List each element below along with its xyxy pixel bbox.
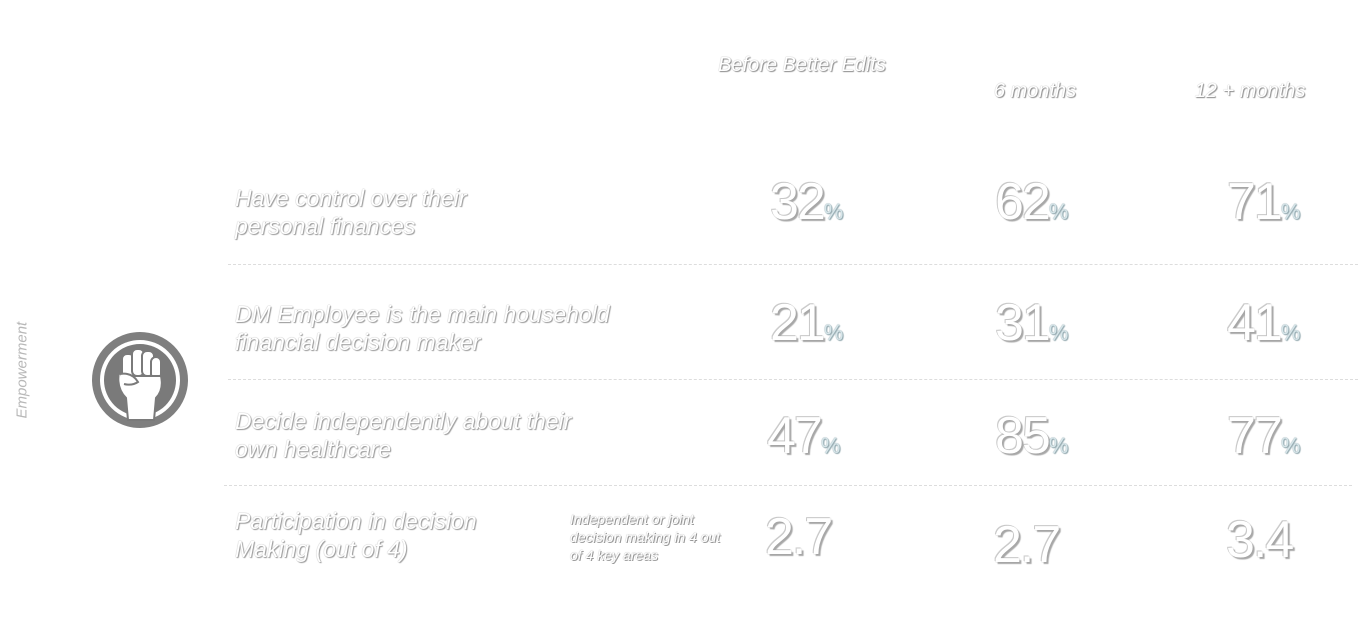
value-number: 77 bbox=[1227, 407, 1283, 465]
value-unit: % bbox=[823, 320, 844, 345]
row-label-decision-maker: DM Employee is the main household financ… bbox=[235, 301, 610, 355]
value-cell: 47% bbox=[767, 406, 840, 466]
value-number: 31 bbox=[995, 294, 1051, 352]
column-header-before: Before Better Edits bbox=[718, 54, 886, 76]
value-cell: 77% bbox=[1227, 406, 1300, 466]
value-number: 85 bbox=[995, 407, 1051, 465]
raised-fist-icon bbox=[92, 332, 188, 428]
value-unit: % bbox=[1048, 433, 1069, 458]
value-cell: 41% bbox=[1227, 293, 1300, 353]
value-unit: % bbox=[1280, 199, 1301, 224]
value-cell: 21% bbox=[770, 293, 843, 353]
value-cell: 32% bbox=[770, 172, 843, 232]
value-number: 2.7 bbox=[765, 508, 833, 566]
row-divider bbox=[228, 264, 1358, 265]
value-cell: 2.7 bbox=[765, 507, 833, 567]
value-unit: % bbox=[1048, 199, 1069, 224]
value-number: 41 bbox=[1227, 294, 1283, 352]
value-number: 71 bbox=[1227, 173, 1283, 231]
column-header-6-months: 6 months bbox=[993, 80, 1077, 102]
value-cell: 2.7 bbox=[993, 515, 1061, 575]
column-header-12-months: 12 + months bbox=[1194, 80, 1306, 102]
value-cell: 71% bbox=[1227, 172, 1300, 232]
value-cell: 62% bbox=[995, 172, 1068, 232]
value-cell: 85% bbox=[995, 406, 1068, 466]
row-label-personal-finances: Have control over their personal finance… bbox=[235, 185, 467, 239]
row-label-healthcare: Decide independently about their own hea… bbox=[235, 408, 572, 462]
value-unit: % bbox=[820, 433, 841, 458]
value-number: 62 bbox=[995, 173, 1051, 231]
value-unit: % bbox=[823, 199, 844, 224]
value-number: 3.4 bbox=[1226, 511, 1294, 569]
value-cell: 3.4 bbox=[1226, 510, 1294, 570]
row-note: Independent or joint decision making in … bbox=[570, 511, 721, 563]
value-number: 2.7 bbox=[993, 516, 1061, 574]
value-number: 32 bbox=[770, 173, 826, 231]
row-divider bbox=[228, 379, 1358, 380]
value-number: 21 bbox=[770, 294, 826, 352]
value-number: 47 bbox=[767, 407, 823, 465]
value-unit: % bbox=[1280, 320, 1301, 345]
value-unit: % bbox=[1048, 320, 1069, 345]
section-label-empowerment: Empowerment bbox=[13, 321, 31, 419]
value-unit: % bbox=[1280, 433, 1301, 458]
row-divider bbox=[224, 485, 1352, 486]
value-cell: 31% bbox=[995, 293, 1068, 353]
row-label-participation: Participation in decision Making (out of… bbox=[235, 508, 477, 562]
